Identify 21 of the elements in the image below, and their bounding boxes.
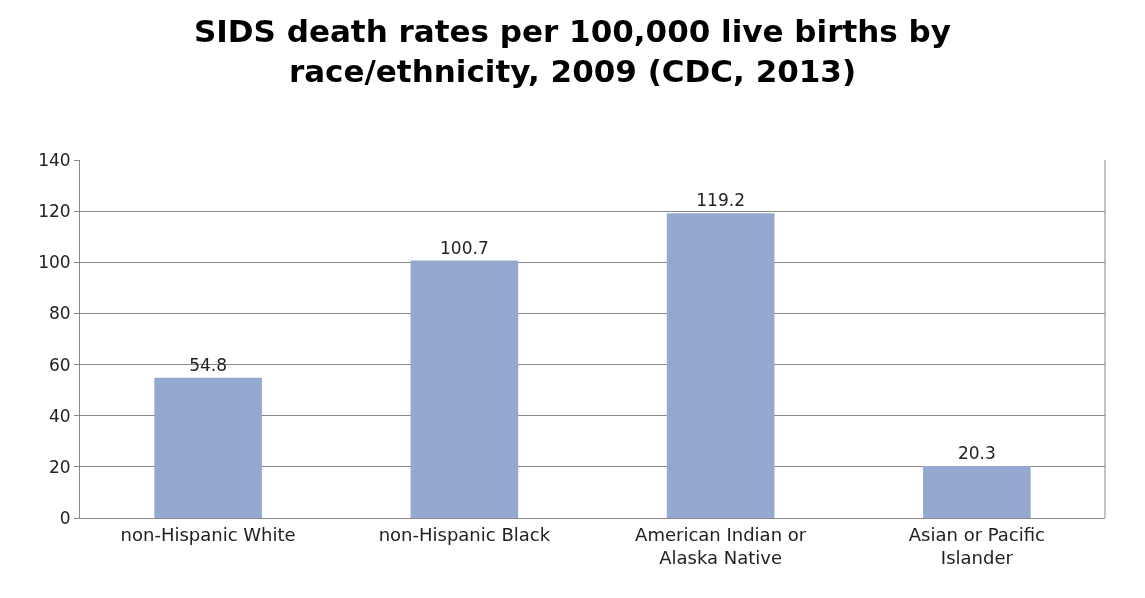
data-label: 54.8 xyxy=(189,354,228,375)
y-tick-label: 100 xyxy=(38,252,71,273)
y-tick-label: 60 xyxy=(48,354,71,375)
x-tick-label: American Indian or Alaska Native xyxy=(635,523,807,568)
bar xyxy=(923,466,1031,518)
x-tick-label: Asian or Pacific Islander xyxy=(908,523,1045,568)
x-tick-label: non-Hispanic White xyxy=(120,523,296,545)
data-label: 20.3 xyxy=(957,443,996,464)
chart-title: SIDS death rates per 100,000 live births by race/ethnicity, 2009 (CDC, 2013) xyxy=(193,12,952,90)
bar xyxy=(666,213,775,518)
bar xyxy=(154,377,262,518)
y-tick-label: 0 xyxy=(59,507,71,528)
x-tick-label: non-Hispanic Black xyxy=(378,523,551,545)
bar xyxy=(410,260,519,518)
data-label: 100.7 xyxy=(440,237,489,258)
y-tick-label: 40 xyxy=(48,405,71,426)
y-tick-label: 20 xyxy=(48,456,71,477)
y-tick-label: 80 xyxy=(48,303,71,324)
y-tick-label: 140 xyxy=(38,149,71,170)
data-label: 119.2 xyxy=(696,190,745,211)
y-tick-label: 120 xyxy=(38,201,71,222)
